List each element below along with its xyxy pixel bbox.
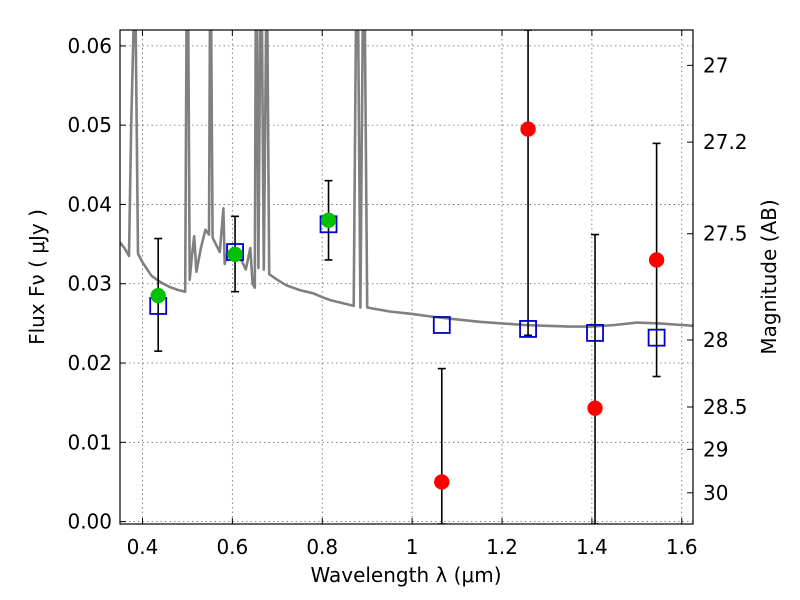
x-tick-label: 1.2 (486, 535, 518, 559)
detection-marker (150, 287, 166, 304)
model-flux-marker (519, 320, 537, 338)
y2-tick-label: 28.5 (703, 395, 748, 419)
y-tick-label: 0.01 (67, 430, 112, 454)
model-sed-line (120, 30, 693, 328)
y2-tick-label: 27 (703, 53, 728, 77)
y-tick-label: 0.00 (67, 510, 112, 534)
y2-tick-label: 27.2 (703, 130, 748, 154)
non-detection-marker (520, 121, 536, 137)
x-axis-label-text: Wavelength λ (μm) (310, 563, 501, 587)
y2-axis-label: Magnitude (AB) (757, 199, 781, 354)
x-axis-label: Wavelength λ (μm) (310, 563, 501, 587)
y2-tick-label: 30 (703, 481, 728, 505)
errorbar (524, 30, 533, 337)
y2-tick-label: 28 (703, 328, 728, 352)
y-tick-label: 0.03 (67, 272, 112, 296)
y2-tick-label: 27.5 (703, 222, 748, 246)
y-tick-label: 0.06 (67, 34, 112, 58)
y-axis-label: Flux Fν ( μJy ) (25, 209, 49, 345)
model-flux-marker (586, 324, 604, 342)
y2-tick-label: 29 (703, 437, 728, 461)
x-tick-label: 0.6 (216, 535, 248, 559)
x-tick-label: 1.6 (666, 535, 698, 559)
plot-area (120, 30, 693, 524)
y-axis-label-text: Flux Fν ( μJy ) (25, 209, 49, 345)
detection-marker (227, 246, 243, 263)
y-tick-label: 0.02 (67, 351, 112, 375)
x-tick-label: 1 (406, 535, 419, 559)
non-detection-marker (434, 474, 450, 490)
x-tick-label: 1.4 (576, 535, 608, 559)
model-flux-marker (647, 328, 666, 347)
grid (120, 30, 693, 524)
x-tick-label: 0.8 (306, 535, 338, 559)
x-tick-label: 0.4 (127, 535, 159, 559)
plot-background (120, 30, 693, 524)
non-detection-marker (587, 400, 603, 416)
y-tick-label: 0.04 (67, 192, 112, 216)
errorbar (591, 233, 600, 524)
non-detection-marker (648, 252, 665, 268)
detection-marker (320, 212, 337, 229)
axes: 0.4 0.6 0.8 1 1.2 1.4 1.6 0.00 0.01 0.02 0.03 0.04 0… (67, 30, 748, 559)
y2-axis-label-text: Magnitude (AB) (757, 199, 781, 354)
plot-frame (119, 29, 694, 525)
errorbar (437, 367, 446, 524)
model-flux-marker (432, 316, 451, 334)
y-tick-label: 0.05 (67, 113, 112, 137)
